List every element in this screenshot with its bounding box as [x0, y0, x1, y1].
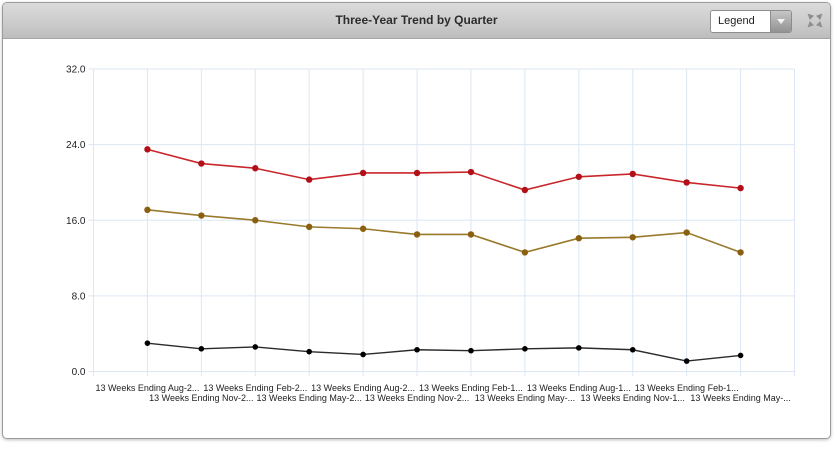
- data-point[interactable]: [413, 231, 421, 238]
- data-point[interactable]: [683, 358, 690, 364]
- data-point[interactable]: [521, 186, 529, 194]
- legend-dropdown-button[interactable]: [770, 11, 791, 32]
- y-tick-label: 32.0: [66, 65, 86, 76]
- data-point[interactable]: [629, 346, 636, 353]
- data-point[interactable]: [683, 229, 690, 236]
- data-point[interactable]: [629, 234, 636, 241]
- x-tick-label: 13 Weeks Ending Aug-1...: [527, 383, 631, 393]
- data-point[interactable]: [414, 346, 420, 353]
- x-tick-label: 13 Weeks Ending May-2...: [256, 393, 361, 403]
- chart-window: Three-Year Trend by Quarter Legend 0.0 8.…: [2, 2, 831, 439]
- data-point[interactable]: [252, 217, 259, 224]
- chart-area: 0.0 8.0 16.0 24.0 32.0 13 Weeks Ending Aug-2.…: [3, 39, 830, 438]
- series-line: [147, 342, 741, 362]
- x-tick-label: 13 Weeks Ending May-...: [475, 393, 575, 403]
- data-point[interactable]: [306, 348, 312, 355]
- chart-title: Three-Year Trend by Quarter: [335, 13, 498, 27]
- data-point[interactable]: [575, 173, 583, 180]
- data-point[interactable]: [198, 346, 205, 352]
- data-point[interactable]: [468, 347, 474, 354]
- data-point[interactable]: [737, 352, 744, 359]
- data-point[interactable]: [683, 179, 690, 186]
- data-point[interactable]: [360, 351, 366, 358]
- data-point[interactable]: [737, 184, 744, 192]
- y-tick-label: 16.0: [66, 216, 86, 227]
- chevron-down-icon: [777, 19, 785, 24]
- data-point[interactable]: [144, 206, 151, 214]
- y-tick-label: 24.0: [66, 140, 86, 151]
- data-point[interactable]: [522, 346, 528, 352]
- y-tick-label: 8.0: [72, 291, 86, 302]
- y-tick-label: 0.0: [72, 367, 86, 378]
- x-tick-label: 13 Weeks Ending Feb-2...: [203, 383, 307, 393]
- data-point[interactable]: [198, 212, 205, 219]
- data-point[interactable]: [252, 165, 259, 172]
- data-point[interactable]: [144, 146, 151, 153]
- data-point[interactable]: [144, 340, 151, 346]
- collapse-arrows-glyph: [807, 13, 823, 28]
- data-point[interactable]: [521, 249, 529, 256]
- x-tick-label: 13 Weeks Ending Aug-2...: [95, 383, 199, 393]
- x-tick-label: 13 Weeks Ending Feb-1...: [635, 383, 739, 393]
- data-point[interactable]: [413, 169, 421, 177]
- series-line: [147, 148, 741, 191]
- series-brown-series: [144, 206, 744, 256]
- x-tick-label: 13 Weeks Ending Aug-2...: [311, 383, 415, 393]
- data-point[interactable]: [467, 168, 475, 176]
- legend-dropdown-value[interactable]: Legend: [711, 11, 770, 32]
- x-tick-label: 13 Weeks Ending Nov-1...: [581, 393, 685, 403]
- maximize-icon[interactable]: [806, 12, 824, 29]
- data-point[interactable]: [467, 231, 475, 238]
- data-point[interactable]: [575, 235, 583, 242]
- x-tick-label: 13 Weeks Ending Nov-2...: [365, 393, 469, 403]
- series-black-series: [144, 340, 744, 364]
- data-point[interactable]: [359, 169, 367, 177]
- legend-dropdown[interactable]: Legend: [710, 10, 792, 33]
- chart-header: Three-Year Trend by Quarter Legend: [3, 3, 830, 39]
- line-chart: 0.0 8.0 16.0 24.0 32.0 13 Weeks Ending Aug-2.…: [66, 65, 795, 403]
- data-point[interactable]: [629, 170, 636, 178]
- x-tick-label: 13 Weeks Ending Feb-1...: [419, 383, 523, 393]
- data-point[interactable]: [198, 160, 205, 167]
- x-tick-label: 13 Weeks Ending Nov-2...: [149, 393, 253, 403]
- data-point[interactable]: [737, 249, 744, 256]
- series-line: [147, 209, 741, 254]
- data-point[interactable]: [359, 225, 367, 232]
- data-point[interactable]: [576, 345, 582, 351]
- data-point[interactable]: [305, 223, 313, 231]
- x-tick-label: 13 Weeks Ending May-...: [690, 393, 790, 403]
- data-point[interactable]: [305, 176, 313, 183]
- data-point[interactable]: [252, 344, 259, 350]
- series-red-series: [144, 146, 744, 194]
